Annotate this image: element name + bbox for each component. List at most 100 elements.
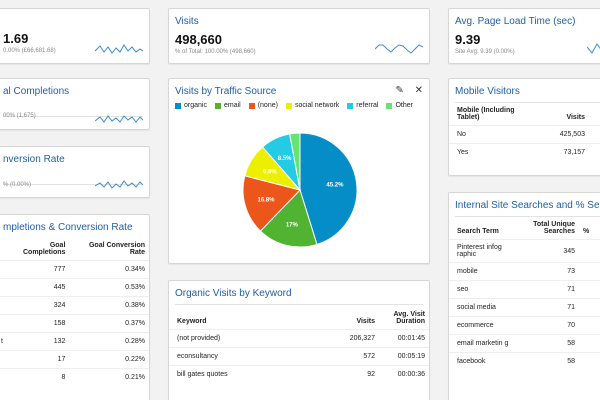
conversion-rate-title[interactable]: nversion Rate	[3, 154, 65, 165]
traffic-source-title[interactable]: Visits by Traffic Source	[175, 86, 277, 97]
goal-completions-cell: 777	[19, 260, 70, 279]
legend-label: referral	[356, 102, 379, 109]
table-row[interactable]: facebook 58	[449, 352, 600, 371]
table-row[interactable]: econsultancy 572 00:05:19	[169, 347, 429, 366]
search-term-cell: facebook	[449, 352, 521, 371]
table-row[interactable]: 8 0.21%	[0, 368, 149, 387]
pie-slice-label: 9.6%	[263, 169, 277, 175]
table-row[interactable]: email marketin g 58	[449, 334, 600, 353]
goal-conversion-rate-cell: 0.34%	[69, 260, 149, 279]
row-label	[0, 296, 19, 315]
unique-searches-cell: 71	[521, 280, 579, 299]
visits-title[interactable]: Visits	[175, 16, 199, 27]
pie-slice-other[interactable]	[289, 132, 301, 191]
pie-slice-label: 8.5%	[278, 156, 292, 162]
load-time-sub: Site Avg: 9.39 (0.00%)	[455, 49, 515, 55]
table-row[interactable]: 158 0.37%	[0, 314, 149, 333]
col-visits[interactable]: Visits	[356, 318, 375, 325]
visits-cell: 206,327	[306, 329, 379, 348]
legend-item[interactable]: (none)	[248, 102, 278, 109]
col-search-term[interactable]: Search Term	[457, 228, 499, 235]
organic-keyword-title[interactable]: Organic Visits by Keyword	[175, 288, 292, 299]
legend-swatch	[214, 102, 221, 109]
table-row[interactable]: bill gates quotes 92 00:00:36	[169, 365, 429, 384]
load-time-sparkline	[587, 43, 600, 54]
search-term-cell: mobile	[449, 262, 521, 281]
legend-item[interactable]: Other	[386, 102, 413, 109]
organic-keyword-widget: Organic Visits by Keyword Keyword Visits…	[168, 280, 430, 400]
row-label	[0, 278, 19, 297]
goal-conversion-rate-cell: 0.22%	[69, 350, 149, 369]
table-row[interactable]: social media 71	[449, 298, 600, 317]
col-percent[interactable]: %	[583, 228, 590, 235]
widget-actions: ✎ ✕	[395, 85, 423, 96]
pie-slice-organic[interactable]	[299, 132, 358, 246]
close-icon[interactable]: ✕	[414, 85, 423, 96]
col-goal-completions[interactable]: Goal Completions	[23, 242, 66, 256]
legend-item[interactable]: organic	[175, 102, 207, 109]
table-row[interactable]: 777 0.34%	[0, 260, 149, 279]
legend-item[interactable]: social network	[285, 102, 339, 109]
pie-slice-email[interactable]	[259, 189, 318, 248]
search-percent-cell	[579, 298, 600, 317]
mobile-visitors-title[interactable]: Mobile Visitors	[455, 86, 520, 97]
duration-cell: 00:00:36	[379, 365, 429, 384]
legend-item[interactable]: email	[214, 102, 241, 109]
mobile-label-cell: Yes	[449, 143, 537, 162]
goal-completions-cell: 17	[19, 350, 70, 369]
table-row[interactable]: Yes 73,157	[449, 143, 600, 162]
col-goal-conversion-rate[interactable]: Goal Conversion Rate	[88, 242, 145, 256]
table-row[interactable]: 445 0.53%	[0, 278, 149, 297]
table-row[interactable]: seo 71	[449, 280, 600, 299]
col-label	[0, 238, 19, 261]
mobile-visits-cell: 425,503	[537, 125, 600, 144]
col-total-unique-searches[interactable]: Total Unique Searches	[533, 221, 575, 235]
search-term-cell: social media	[449, 298, 521, 317]
organic-keyword-table: Keyword Visits Avg. Visit Duration (not …	[169, 307, 429, 384]
conversion-rate-widget: nversion Rate % (0.00%)	[0, 146, 150, 198]
legend-swatch	[386, 102, 393, 109]
goal-completions-cell: 132	[19, 332, 70, 351]
site-search-title[interactable]: Internal Site Searches and % Search	[455, 200, 600, 211]
visits-value: 498,660	[175, 32, 222, 47]
pencil-icon[interactable]: ✎	[395, 85, 404, 96]
mobile-visitors-widget: Mobile Visitors Mobile (Including Tablet…	[448, 78, 600, 176]
table-row[interactable]: 324 0.38%	[0, 296, 149, 315]
conversion-rate-sub: % (0.00%)	[3, 182, 32, 188]
goal-completions-title[interactable]: al Completions	[3, 86, 70, 97]
table-row[interactable]: (not provided) 206,327 00:01:45	[169, 329, 429, 348]
search-percent-cell	[579, 280, 600, 299]
goal-completions-cell: 445	[19, 278, 70, 297]
col-mobile-visits[interactable]: Visits	[566, 114, 585, 121]
legend-swatch	[175, 102, 181, 109]
col-avg-visit-duration[interactable]: Avg. Visit Duration	[393, 311, 425, 325]
mobile-label-cell: No	[449, 125, 537, 144]
table-row[interactable]: t 132 0.28%	[0, 332, 149, 351]
duration-cell: 00:05:19	[379, 347, 429, 366]
col-keyword[interactable]: Keyword	[177, 318, 207, 325]
mobile-visitors-table: Mobile (Including Tablet) Visits No 425,5…	[449, 103, 600, 162]
goal-completions-sub: 00% (1,675)	[3, 113, 36, 119]
completions-table-title[interactable]: mpletions & Conversion Rate	[3, 222, 133, 233]
unique-searches-cell: 58	[521, 334, 579, 353]
load-time-widget: Avg. Page Load Time (sec) 9.39 Site Avg:…	[448, 8, 600, 64]
traffic-source-widget: Visits by Traffic Source ✎ ✕ organic emai…	[168, 78, 430, 264]
col-mobile[interactable]: Mobile (Including Tablet)	[457, 107, 515, 121]
pie-slice-none[interactable]	[242, 175, 301, 232]
unique-searches-cell: 345	[521, 239, 579, 263]
revenue-widget: 1.69 0.00% (£66,681.68)	[0, 8, 150, 64]
legend-swatch	[347, 102, 354, 109]
site-search-widget: Internal Site Searches and % Search Sear…	[448, 192, 600, 400]
legend-item[interactable]: referral	[347, 102, 378, 109]
table-row[interactable]: ecommerce 70	[449, 316, 600, 335]
table-row[interactable]: mobile 73	[449, 262, 600, 281]
duration-cell: 00:01:45	[379, 329, 429, 348]
goal-conversion-rate-cell: 0.53%	[69, 278, 149, 297]
table-row[interactable]: 17 0.22%	[0, 350, 149, 369]
goal-completions-cell: 8	[19, 368, 70, 387]
table-row[interactable]: No 425,503	[449, 125, 600, 144]
keyword-cell: econsultancy	[169, 347, 307, 366]
load-time-title[interactable]: Avg. Page Load Time (sec)	[455, 16, 576, 27]
goal-completions-sparkline	[95, 115, 143, 123]
table-row[interactable]: Pinterest infog raphic 345	[449, 239, 600, 263]
